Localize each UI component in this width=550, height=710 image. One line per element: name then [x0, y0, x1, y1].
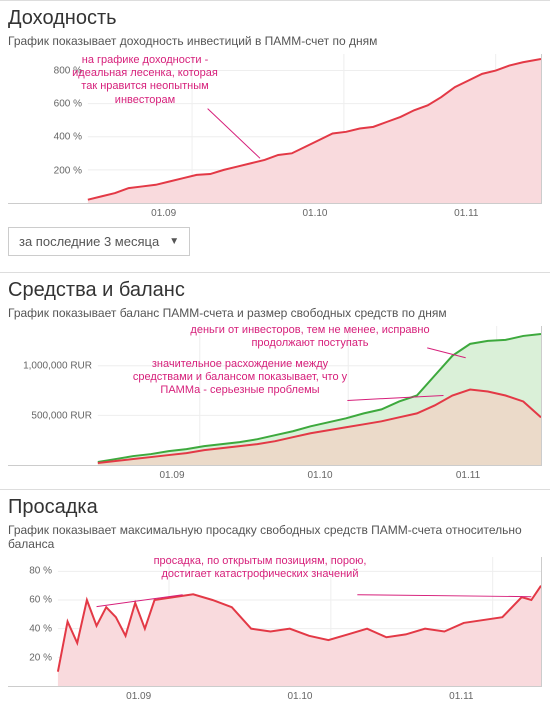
y-axis-label: 40 %: [29, 624, 52, 635]
y-axis-label: 500,000 RUR: [31, 411, 92, 422]
drawdown-chart: просадка, по открытым позициям, порою, д…: [0, 557, 550, 702]
x-axis-label: 01.11: [394, 470, 542, 481]
x-axis-label: 01.10: [246, 470, 394, 481]
funds-subtitle: График показывает баланс ПАММ-счета и ра…: [0, 304, 550, 326]
y-axis-label: 60 %: [29, 595, 52, 606]
x-axis-label: 01.11: [381, 691, 542, 702]
x-axis-label: 01.09: [98, 470, 246, 481]
y-axis-label: 20 %: [29, 653, 52, 664]
profitability-section: Доходность График показывает доходность …: [0, 0, 550, 264]
x-axis-label: 01.10: [219, 691, 380, 702]
y-axis-label: 200 %: [54, 165, 82, 176]
y-axis-label: 1,000,000 RUR: [23, 361, 92, 372]
profitability-title: Доходность: [0, 0, 550, 32]
x-axis-label: 01.10: [239, 208, 390, 219]
y-axis-label: 600 %: [54, 99, 82, 110]
funds-chart: деньги от инвесторов, тем не менее, испр…: [0, 326, 550, 481]
drawdown-subtitle: График показывает максимальную просадку …: [0, 521, 550, 557]
funds-title: Средства и баланс: [0, 272, 550, 304]
profitability-chart: на графике доходности - идеальная лесенк…: [0, 54, 550, 219]
chevron-down-icon: ▼: [169, 236, 179, 247]
x-axis-label: 01.09: [88, 208, 239, 219]
period-dropdown[interactable]: за последние 3 месяца ▼: [8, 227, 190, 256]
y-axis-label: 400 %: [54, 132, 82, 143]
funds-section: Средства и баланс График показывает бала…: [0, 272, 550, 481]
drawdown-title: Просадка: [0, 489, 550, 521]
y-axis-label: 80 %: [29, 566, 52, 577]
period-dropdown-label: за последние 3 месяца: [19, 234, 159, 249]
x-axis-label: 01.09: [58, 691, 219, 702]
x-axis-label: 01.11: [391, 208, 542, 219]
y-axis-label: 800 %: [54, 65, 82, 76]
drawdown-section: Просадка График показывает максимальную …: [0, 489, 550, 702]
profitability-subtitle: График показывает доходность инвестиций …: [0, 32, 550, 54]
